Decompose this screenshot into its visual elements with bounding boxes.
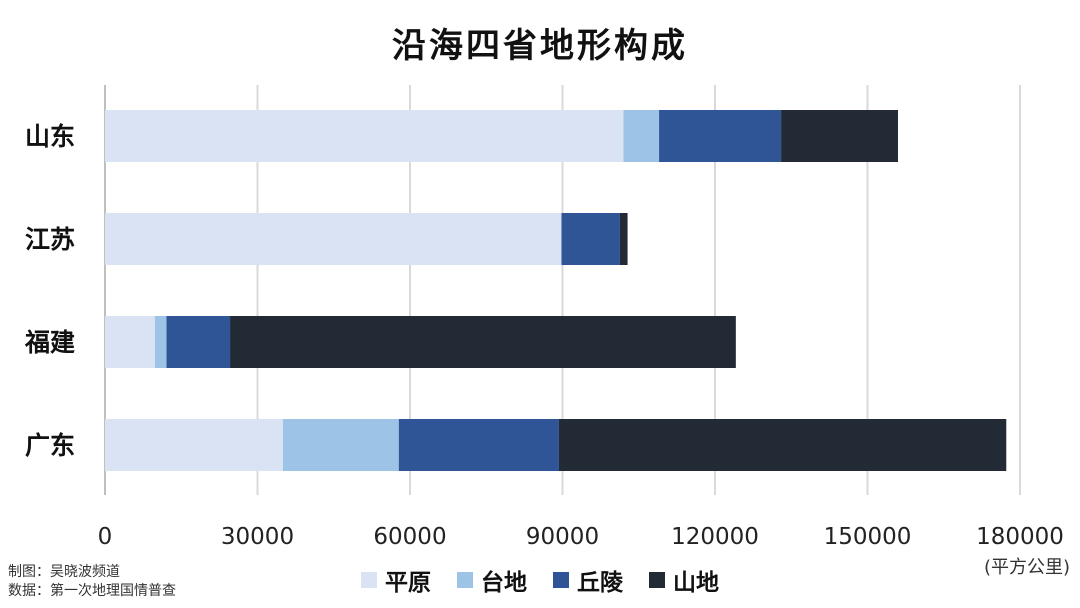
legend-label-plain: 平原 <box>385 570 431 596</box>
category-label: 广东 <box>25 431 75 460</box>
credit-source: 数据：第一次地理国情普查 <box>8 583 176 599</box>
legend-item-mountains: 山地 <box>649 563 719 597</box>
x-axis-unit-label: (平方公里) <box>983 557 1070 578</box>
legend-item-hills: 丘陵 <box>553 563 623 597</box>
x-tick-label: 120000 <box>671 524 759 550</box>
legend-swatch-tableland <box>457 572 473 588</box>
bar-segment <box>105 419 283 471</box>
category-label: 江苏 <box>25 225 75 254</box>
x-tick-label: 90000 <box>526 524 599 550</box>
bar-segment <box>105 213 562 265</box>
category-label: 山东 <box>25 122 75 151</box>
bars <box>105 110 1007 471</box>
legend-swatch-mountains <box>649 572 665 588</box>
bar-segment <box>105 316 155 368</box>
legend-label-mountains: 山地 <box>673 570 719 596</box>
x-tick-labels: 0 30000 60000 90000 120000 150000 180000 <box>98 524 1064 550</box>
x-tick-label: 150000 <box>824 524 912 550</box>
x-tick-label: 60000 <box>373 524 446 550</box>
bar-segment <box>154 316 167 368</box>
bar-segment <box>105 110 624 162</box>
chart-title: 沿海四省地形构成 <box>392 26 688 66</box>
legend-swatch-hills <box>553 572 569 588</box>
legend-item-tableland: 台地 <box>457 563 527 597</box>
bar-segment <box>659 110 782 162</box>
bar-segment <box>561 213 620 265</box>
credit-author: 制图：吴晓波频道 <box>8 564 120 580</box>
credits: 制图：吴晓波频道 数据：第一次地理国情普查 <box>8 563 176 601</box>
bar-segment <box>781 110 898 162</box>
x-tick-label: 0 <box>98 524 113 550</box>
legend-label-hills: 丘陵 <box>577 570 623 596</box>
bar-segment <box>623 110 660 162</box>
bar-segment <box>398 419 559 471</box>
legend: 平原 台地 丘陵 山地 <box>0 563 1080 597</box>
category-label: 福建 <box>24 328 75 357</box>
bar-segment <box>619 213 628 265</box>
x-tick-label: 30000 <box>221 524 294 550</box>
bar-segment <box>166 316 231 368</box>
legend-item-plain: 平原 <box>361 563 431 597</box>
bar-segment <box>282 419 399 471</box>
bar-segment <box>558 419 1007 471</box>
legend-swatch-plain <box>361 572 377 588</box>
bar-segment <box>230 316 736 368</box>
legend-label-tableland: 台地 <box>481 570 527 596</box>
x-tick-label: 180000 <box>976 524 1064 550</box>
